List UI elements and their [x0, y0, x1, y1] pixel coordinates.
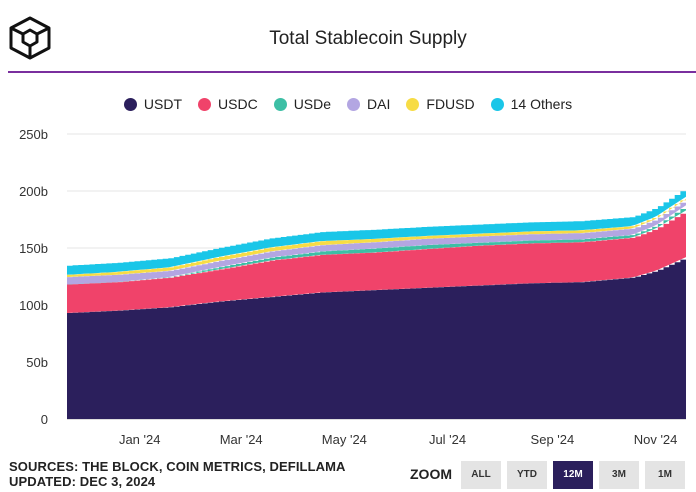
y-tick-label: 250b [19, 127, 48, 142]
the-block-cube-logo [9, 16, 51, 60]
zoom-button-1m[interactable]: 1M [645, 461, 685, 489]
y-tick-label: 100b [19, 298, 48, 313]
legend-item-14-others[interactable]: 14 Others [490, 96, 573, 112]
legend-label: USDe [293, 96, 332, 112]
zoom-label: ZOOM [410, 466, 452, 482]
area-series-fdusd[interactable] [67, 196, 686, 278]
legend-item-usde[interactable]: USDe [273, 96, 332, 112]
zoom-button-3m[interactable]: 3M [599, 461, 639, 489]
legend-swatch [273, 97, 287, 111]
legend-item-usdc[interactable]: USDC [198, 96, 258, 112]
legend-swatch [406, 97, 420, 111]
area-series-usdt[interactable] [67, 257, 686, 419]
legend-swatch [198, 97, 212, 111]
y-tick-label: 0 [41, 412, 48, 427]
area-series-usdc[interactable] [67, 210, 686, 313]
x-tick-label: Jan '24 [119, 432, 161, 447]
zoom-button-all[interactable]: ALL [461, 461, 501, 489]
header: Total Stablecoin Supply [0, 0, 696, 74]
legend-label: 14 Others [510, 96, 573, 112]
zoom-button-ytd[interactable]: YTD [507, 461, 547, 489]
x-tick-label: Nov '24 [634, 432, 678, 447]
zoom-button-12m[interactable]: 12M [553, 461, 593, 489]
y-tick-label: 50b [26, 355, 48, 370]
y-tick-label: 150b [19, 241, 48, 256]
x-tick-label: Sep '24 [531, 432, 575, 447]
x-tick-label: Jul '24 [429, 432, 466, 447]
x-tick-label: May '24 [322, 432, 367, 447]
legend-swatch [490, 97, 504, 111]
legend-label: USDT [143, 96, 183, 112]
updated-text: UPDATED: DEC 3, 2024 [9, 474, 156, 489]
chart-title: Total Stablecoin Supply [269, 28, 467, 49]
footer-sources: SOURCES: THE BLOCK, COIN METRICS, DEFILL… [9, 459, 346, 489]
legend-item-usdt[interactable]: USDT [123, 96, 183, 112]
legend-label: DAI [367, 96, 391, 112]
x-tick-label: Mar '24 [220, 432, 263, 447]
stacked-area-chart: 0 50b 100b 150b 200b 250b Jan '24 Mar '24 May '2… [19, 127, 686, 447]
chart-legend: USDT USDC USDe DAI FDUSD 14 Others [0, 96, 696, 112]
sources-text: SOURCES: THE BLOCK, COIN METRICS, DEFILL… [9, 459, 346, 474]
legend-swatch [123, 97, 137, 111]
legend-swatch [347, 97, 361, 111]
area-series-dai[interactable] [67, 199, 686, 285]
legend-label: FDUSD [426, 96, 475, 112]
legend-label: USDC [218, 96, 258, 112]
header-divider [8, 71, 696, 73]
y-tick-label: 200b [19, 184, 48, 199]
legend-item-fdusd[interactable]: FDUSD [406, 96, 475, 112]
legend-item-dai[interactable]: DAI [347, 96, 390, 112]
area-series-14-others[interactable] [67, 187, 686, 275]
